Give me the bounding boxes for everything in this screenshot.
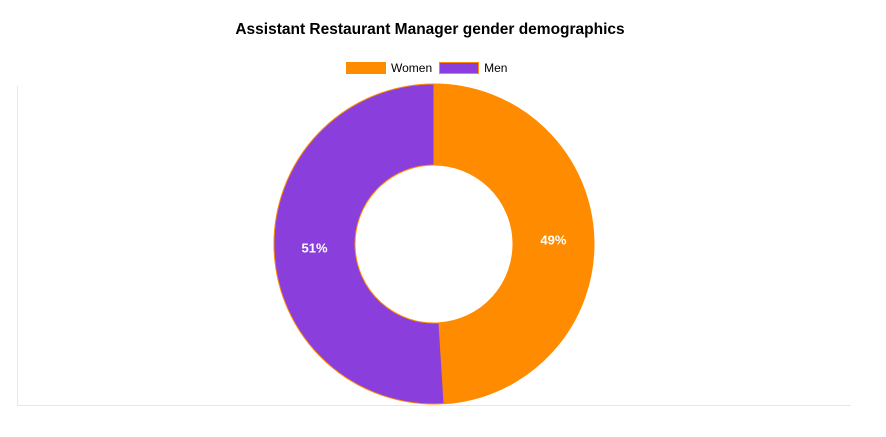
slice-men[interactable]: [273, 83, 445, 405]
legend-swatch-women: [346, 62, 386, 74]
slice-label-men: 51%: [302, 240, 328, 255]
chart-title: Assistant Restaurant Manager gender demo…: [235, 21, 625, 38]
slice-label-women: 49%: [540, 233, 566, 248]
slice-women[interactable]: [433, 83, 595, 405]
plot-frame-bottom: [17, 405, 851, 406]
chart-legend: Women Men: [346, 60, 514, 76]
legend-label-women: Women: [391, 61, 433, 75]
legend-item-men[interactable]: Men: [439, 61, 507, 75]
legend-label-men: Men: [484, 61, 508, 75]
plot-frame-left: [17, 86, 18, 406]
legend-item-women[interactable]: Women: [346, 61, 432, 75]
legend-swatch-men: [439, 62, 480, 74]
